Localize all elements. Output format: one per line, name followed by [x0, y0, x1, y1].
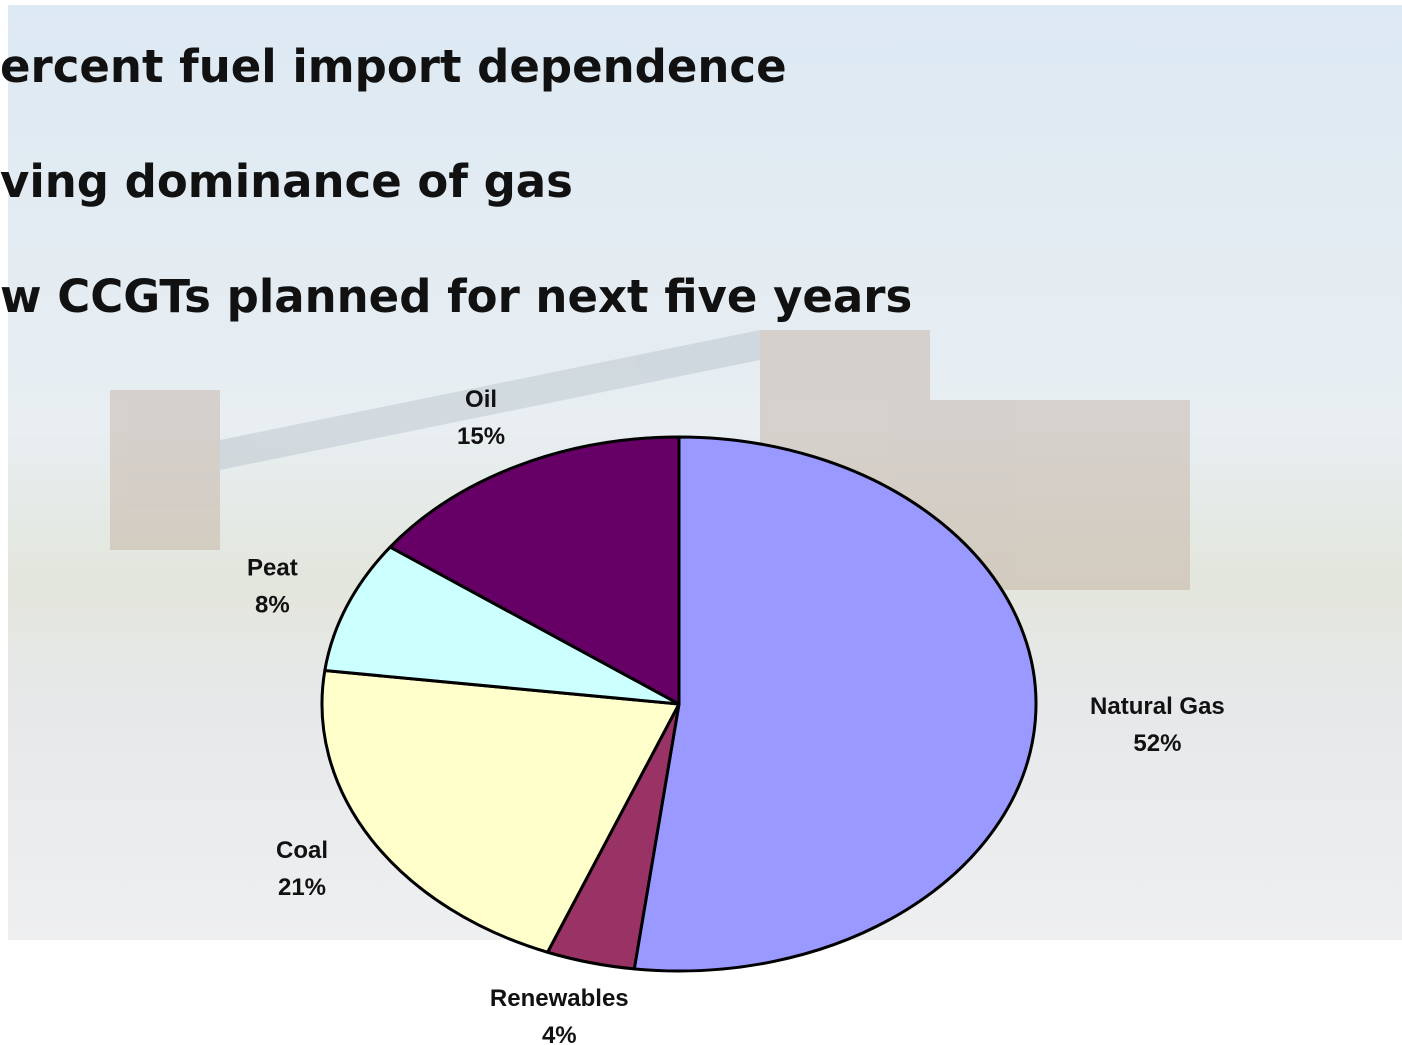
bullet-text: ving dominance of gas — [0, 155, 573, 208]
pie-slice — [632, 435, 1038, 973]
category-label: Natural Gas — [1090, 693, 1225, 720]
value-label: 4% — [542, 1022, 577, 1045]
pie-slice — [323, 545, 681, 706]
value-label: 8% — [255, 591, 290, 618]
slice-label: Natural Gas 52% — [1090, 693, 1225, 757]
slice-label: Oil 15% — [457, 386, 505, 450]
category-label: Oil — [465, 386, 497, 413]
value-label: 52% — [1133, 730, 1181, 757]
slice-label: Peat 8% — [247, 554, 298, 618]
value-label: 15% — [457, 423, 505, 450]
bullet-text: w CCGTs planned for next five years — [0, 270, 912, 323]
slice-label: Coal 21% — [276, 837, 328, 901]
bullet-text: ercent fuel import dependence — [0, 40, 787, 93]
category-label: Peat — [247, 554, 298, 581]
pie-slice — [320, 669, 681, 954]
pie-chart: Natural Gas 52% Renewables 4% Coal 21% Peat 8% O… — [247, 386, 1225, 1045]
category-label: Renewables — [490, 985, 629, 1012]
value-label: 21% — [278, 874, 326, 901]
slice-label: Renewables 4% — [490, 985, 629, 1045]
pie-slice — [388, 435, 681, 706]
category-label: Coal — [276, 837, 328, 864]
